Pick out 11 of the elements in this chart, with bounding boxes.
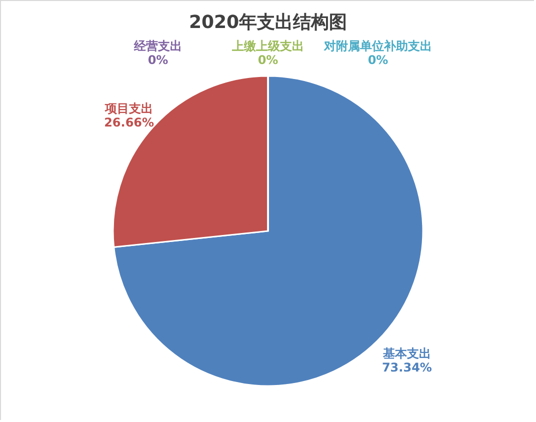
- chart-title: 2020年支出结构图: [188, 12, 348, 33]
- text: 0%: [148, 53, 168, 67]
- category-label: 上缴上级支出: [232, 39, 304, 53]
- category-label: 对附属单位补助支出: [324, 39, 432, 53]
- data-label: 73.34%: [382, 360, 432, 374]
- text: 0%: [258, 53, 278, 67]
- slice-label: 项目支出: [104, 102, 154, 116]
- category-label: 经营支出: [134, 39, 182, 53]
- slice-label: 基本支出: [382, 346, 431, 360]
- data-label: 26.66%: [104, 116, 154, 130]
- text: 0%: [368, 53, 388, 67]
